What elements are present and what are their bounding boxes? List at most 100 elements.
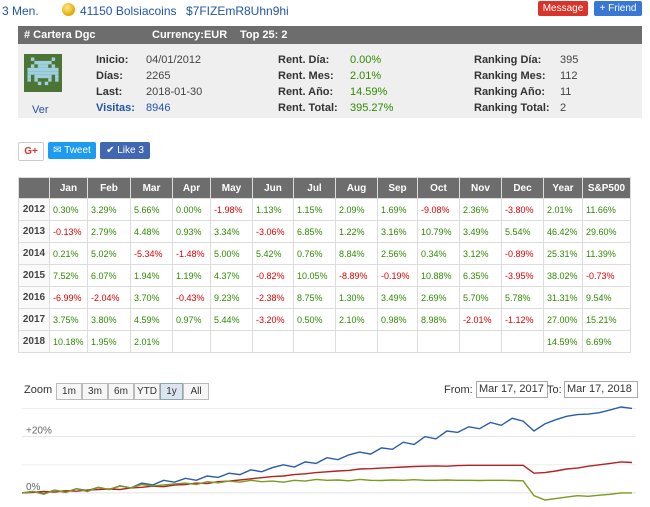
avatar[interactable] xyxy=(24,54,62,92)
return-cell xyxy=(172,330,211,353)
column-header: Jul xyxy=(293,177,336,199)
return-cell xyxy=(210,330,253,353)
return-cell: 46.42% xyxy=(543,220,583,243)
return-cell: 6.35% xyxy=(459,264,502,287)
return-cell: 3.16% xyxy=(377,220,418,243)
return-cell xyxy=(293,330,336,353)
return-cell: 8.75% xyxy=(293,286,336,309)
column-header: Jan xyxy=(49,177,88,199)
row-year: 2013 xyxy=(18,220,50,243)
currency-label: Currency:EUR xyxy=(152,29,228,41)
return-cell: 0.76% xyxy=(293,242,336,265)
ranking-month-label: Ranking Mes: xyxy=(474,70,546,82)
return-cell: -0.13% xyxy=(49,220,88,243)
return-cell: 3.29% xyxy=(87,198,131,221)
return-cell: 14.59% xyxy=(543,330,583,353)
return-cell xyxy=(377,330,418,353)
return-cell: 1.95% xyxy=(87,330,131,353)
return-cell: 2.69% xyxy=(417,286,460,309)
days-label: Días: xyxy=(96,70,123,82)
zoom-button-6m[interactable]: 6m xyxy=(108,383,134,400)
ranking-year-label: Ranking Año: xyxy=(474,86,546,98)
return-cell: 3.49% xyxy=(459,220,502,243)
ranking-total-label: Ranking Total: xyxy=(474,102,550,114)
y-tick-label: 0% xyxy=(26,482,41,493)
return-cell: 2.36% xyxy=(459,198,502,221)
ranking-day-label: Ranking Día: xyxy=(474,54,542,66)
from-date-input[interactable]: Mar 17, 2017 xyxy=(476,381,548,398)
column-header: S&P500 xyxy=(582,177,631,199)
column-header: Jun xyxy=(252,177,294,199)
zoom-button-all[interactable]: All xyxy=(183,383,209,400)
top-bar: 3 Men. 41150 Bolsiacoins $7FIZEmR8Uhn9hi… xyxy=(0,0,650,22)
series-line-2[interactable] xyxy=(22,478,632,501)
ranking-year-value: 11 xyxy=(560,86,572,98)
rent-month-value: 2.01% xyxy=(350,70,382,82)
row-year: 2016 xyxy=(18,286,50,309)
return-cell: 15.21% xyxy=(582,308,631,331)
portfolio-title: # Cartera Dgc xyxy=(24,29,96,41)
return-cell: 7.52% xyxy=(49,264,88,287)
return-cell: 10.79% xyxy=(417,220,460,243)
performance-chart[interactable]: +20% 0% xyxy=(22,400,636,507)
ticker-link[interactable]: $7FIZEmR8Uhn9hi xyxy=(186,4,289,18)
rent-year-value: 14.59% xyxy=(350,86,388,98)
return-cell: 0.50% xyxy=(293,308,336,331)
return-cell: 38.02% xyxy=(543,264,583,287)
last-value: 2018-01-30 xyxy=(146,86,203,98)
rent-day-label: Rent. Día: xyxy=(278,54,330,66)
add-friend-button[interactable]: + Friend xyxy=(594,1,642,16)
view-profile-link[interactable]: Ver xyxy=(32,104,49,116)
return-cell: 31.31% xyxy=(543,286,583,309)
return-cell: 11.66% xyxy=(582,198,631,221)
months-link[interactable]: 3 Men. xyxy=(2,4,39,18)
series-line-1[interactable] xyxy=(22,461,633,494)
return-cell: 5.02% xyxy=(87,242,131,265)
like-button[interactable]: ✔ Like 3 xyxy=(100,142,150,159)
monthly-returns-table: Jan Feb Mar Apr May Jun Jul Aug Sep Oct Nov Dec Year… xyxy=(18,177,631,353)
table-row: 2015 7.52% 6.07% 1.94% 1.19% 4.37% -0.82% 10.05… xyxy=(18,264,631,287)
return-cell: 2.10% xyxy=(335,308,378,331)
zoom-button-ytd[interactable]: YTD xyxy=(134,383,160,400)
return-cell: 27.00% xyxy=(543,308,583,331)
return-cell: -5.34% xyxy=(130,242,173,265)
zoom-button-1y[interactable]: 1y xyxy=(160,383,183,400)
start-value: 04/01/2012 xyxy=(146,54,202,66)
ranking-month-value: 112 xyxy=(560,70,578,82)
table-row: 2017 3.75% 3.80% 4.59% 0.97% 5.44% -3.20% 0.50%… xyxy=(18,308,631,331)
return-cell: 3.49% xyxy=(377,286,418,309)
rent-total-label: Rent. Total: xyxy=(278,102,338,114)
column-header: Dec xyxy=(501,177,544,199)
return-cell: 0.97% xyxy=(172,308,211,331)
return-cell: -0.19% xyxy=(377,264,418,287)
return-cell: -0.73% xyxy=(582,264,631,287)
row-year: 2014 xyxy=(18,242,50,265)
table-row: 2014 0.21% 5.02% -5.34% -1.48% 5.00% 5.42% 0.76… xyxy=(18,242,631,265)
return-cell: 1.22% xyxy=(335,220,378,243)
return-cell: 9.23% xyxy=(210,286,253,309)
tweet-button[interactable]: ✉︎ Tweet xyxy=(48,142,96,159)
row-year: 2015 xyxy=(18,264,50,287)
bolsiacoins-link[interactable]: 41150 Bolsiacoins xyxy=(80,4,177,18)
return-cell: 3.75% xyxy=(49,308,88,331)
return-cell: 8.98% xyxy=(417,308,460,331)
visits-value: 8946 xyxy=(146,102,171,114)
zoom-button-1m[interactable]: 1m xyxy=(56,383,82,400)
return-cell: -2.38% xyxy=(252,286,294,309)
return-cell: 5.78% xyxy=(501,286,544,309)
return-cell: 0.30% xyxy=(49,198,88,221)
message-button[interactable]: Message xyxy=(538,1,588,16)
rent-day-value: 0.00% xyxy=(350,54,382,66)
google-plus-button[interactable]: G+ xyxy=(18,142,44,161)
portfolio-header: # Cartera Dgc Currency:EUR Top 25: 2 xyxy=(18,26,642,44)
return-cell: 1.19% xyxy=(172,264,211,287)
return-cell: -9.08% xyxy=(417,198,460,221)
return-cell: -3.95% xyxy=(501,264,544,287)
return-cell xyxy=(459,330,502,353)
return-cell: 0.34% xyxy=(417,242,460,265)
zoom-label: Zoom xyxy=(24,384,53,396)
to-date-input[interactable]: Mar 17, 2018 xyxy=(564,381,638,398)
column-header: Feb xyxy=(87,177,131,199)
zoom-button-3m[interactable]: 3m xyxy=(82,383,108,400)
column-header: Nov xyxy=(459,177,502,199)
